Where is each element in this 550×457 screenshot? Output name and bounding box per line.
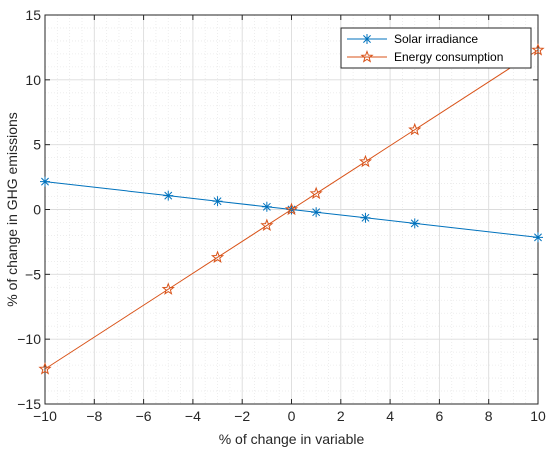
x-tick-label: −10 — [33, 408, 57, 424]
data-point-solar-irradiance — [40, 176, 50, 187]
data-point-solar-irradiance — [212, 196, 223, 207]
legend: Solar irradiance Energy consumption — [340, 27, 532, 69]
asterisk-stroke — [164, 191, 173, 200]
legend-marker-energy-consumption — [360, 50, 374, 63]
data-point-solar-irradiance — [533, 232, 543, 243]
data-point-solar-irradiance — [261, 201, 272, 212]
y-axis-title: % of change in GHG emissions — [4, 112, 20, 307]
y-tick-label: 5 — [33, 137, 41, 153]
data-point-energy-consumption — [284, 202, 299, 216]
asterisk-stroke — [312, 208, 321, 217]
data-point-solar-irradiance — [311, 207, 322, 218]
x-tick-label: 8 — [485, 408, 493, 424]
asterisk-stroke — [41, 177, 49, 186]
data-point-energy-consumption — [260, 218, 274, 232]
data-point-energy-consumption — [358, 154, 373, 168]
legend-box — [340, 27, 532, 69]
x-tick-label: 4 — [386, 408, 394, 424]
legend-entry-energy-consumption: Energy consumption — [347, 50, 503, 64]
legend-entry-solar-irradiance: Solar irradiance — [347, 32, 478, 46]
x-tick-label: −2 — [234, 408, 250, 424]
y-tick-label: 10 — [25, 72, 41, 88]
legend-marker-shape — [360, 50, 374, 63]
data-point-energy-consumption — [408, 122, 422, 136]
y-axis-tick-labels: −15 −10 −5 0 5 10 15 — [17, 7, 41, 412]
data-point-energy-consumption — [210, 250, 225, 263]
x-tick-label: −4 — [185, 408, 201, 424]
x-tick-label: 2 — [337, 408, 345, 424]
x-tick-label: 10 — [530, 408, 546, 424]
asterisk-stroke — [213, 197, 222, 206]
axis-ticks — [44, 14, 539, 405]
asterisk-stroke — [262, 202, 271, 211]
series-line-energy-consumption — [44, 49, 539, 370]
data-point-energy-consumption — [309, 186, 323, 200]
y-tick-label: −5 — [25, 266, 41, 282]
data-point-solar-irradiance — [360, 212, 371, 223]
data-point-solar-irradiance — [163, 190, 174, 201]
data-point-energy-consumption — [38, 362, 52, 375]
asterisk-stroke — [410, 219, 419, 228]
legend-label-energy-consumption: Energy consumption — [394, 50, 503, 64]
data-point-energy-consumption — [531, 43, 545, 56]
x-tick-label: −8 — [86, 408, 102, 424]
series-energy-consumption — [38, 43, 545, 375]
data-point-energy-consumption — [161, 282, 175, 295]
x-axis-tick-labels: −10 −8 −6 −4 −2 0 2 4 6 8 10 — [33, 408, 546, 424]
x-tick-label: −6 — [136, 408, 152, 424]
asterisk-stroke — [363, 35, 371, 43]
y-tick-label: −15 — [17, 396, 41, 412]
series-layer — [38, 43, 545, 375]
x-axis-title: % of change in variable — [219, 431, 365, 447]
y-tick-label: −10 — [17, 331, 41, 347]
asterisk-stroke — [361, 213, 370, 222]
x-tick-label: 0 — [288, 408, 296, 424]
legend-marker-solar-irradiance — [362, 34, 372, 44]
x-tick-label: 6 — [436, 408, 444, 424]
data-point-solar-irradiance — [409, 218, 420, 229]
legend-label-solar-irradiance: Solar irradiance — [394, 32, 478, 46]
y-tick-label: 15 — [25, 7, 41, 23]
legend-marker-shape — [362, 34, 372, 44]
asterisk-stroke — [534, 233, 542, 242]
y-tick-label: 0 — [33, 202, 41, 218]
